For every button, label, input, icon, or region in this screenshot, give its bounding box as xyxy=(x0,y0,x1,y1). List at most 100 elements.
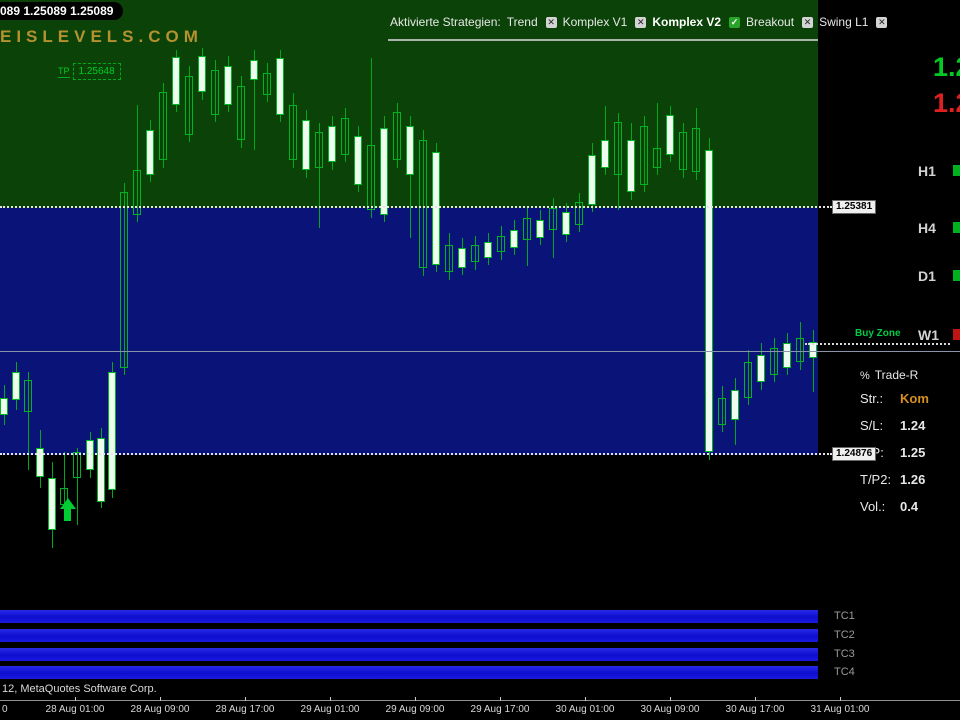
candle-wick xyxy=(618,113,619,210)
candle xyxy=(757,355,765,382)
candle xyxy=(770,348,778,375)
strategy-label: Swing L1 xyxy=(819,15,869,29)
axis-label: 28 Aug 01:00 xyxy=(45,704,105,715)
candle xyxy=(640,126,648,185)
candle xyxy=(133,170,141,215)
candle-wick xyxy=(189,66,190,142)
axis-tick xyxy=(840,697,841,701)
candle xyxy=(367,145,375,210)
candle xyxy=(783,343,791,368)
tc-bar-label: TC3 xyxy=(834,648,855,660)
candle xyxy=(666,115,674,155)
strategy-checkbox[interactable]: ✕ xyxy=(802,16,814,28)
ask-quote: 1.2 xyxy=(933,52,960,82)
candle-wick xyxy=(319,123,320,228)
tc-bar xyxy=(0,648,818,661)
candle xyxy=(588,155,596,205)
candle xyxy=(406,126,414,175)
candle xyxy=(108,372,116,490)
trade-row-value: Kom xyxy=(900,391,929,406)
candle xyxy=(159,92,167,160)
trade-row-value: 1.26 xyxy=(900,472,926,487)
candle-wick xyxy=(124,183,125,375)
strategy-checkbox[interactable]: ✕ xyxy=(545,16,557,28)
candle-wick xyxy=(657,103,658,175)
candle xyxy=(302,120,310,170)
candle-wick xyxy=(254,50,255,150)
strategy-checkbox[interactable]: ✓ xyxy=(729,16,741,28)
candle-wick xyxy=(64,452,65,512)
trade-panel-title: Trade-R xyxy=(874,368,919,382)
timeframe-indicator xyxy=(953,222,960,233)
candle xyxy=(73,452,81,478)
trade-row-label: Vol.: xyxy=(860,499,886,514)
tc-bar-label: TC4 xyxy=(834,666,855,678)
axis-label: 28 Aug 09:00 xyxy=(130,704,190,715)
candle xyxy=(601,140,609,168)
strategies-bar: Aktivierte Strategien: Trend ✕ Komplex V1 ✕… xyxy=(390,15,888,29)
bid-quote: 1.2 xyxy=(933,88,960,118)
trade-panel-icon: % xyxy=(860,370,870,382)
buy-arrow-stem xyxy=(64,509,71,521)
axis-label: 30 Aug 09:00 xyxy=(640,704,700,715)
axis-tick xyxy=(415,697,416,701)
candle-wick xyxy=(475,236,476,270)
candle xyxy=(211,70,219,115)
candle xyxy=(328,126,336,162)
price-tag: 1.24876 xyxy=(832,447,877,461)
candle xyxy=(0,398,8,415)
candle-wick xyxy=(813,330,814,392)
trade-row-value: 1.25 xyxy=(900,445,926,460)
candle xyxy=(36,448,44,477)
timeframe-label-w1: W1 xyxy=(918,327,939,343)
candle xyxy=(445,245,453,272)
candle-wick xyxy=(345,108,346,162)
strategy-label: Trend xyxy=(506,15,538,29)
trade-row: S/L: 1.24 xyxy=(860,418,960,433)
candle xyxy=(315,132,323,168)
buy-zone-dotted-line xyxy=(805,343,950,345)
axis-tick xyxy=(245,697,246,701)
candle-wick xyxy=(267,63,268,102)
axis-label: 31 Aug 01:00 xyxy=(810,704,870,715)
axis-tick xyxy=(670,697,671,701)
candle-wick xyxy=(397,103,398,168)
buy-arrow-icon xyxy=(60,498,76,509)
strategy-checkbox[interactable]: ✕ xyxy=(635,16,647,28)
candle-wick xyxy=(683,123,684,178)
axis-tick xyxy=(500,697,501,701)
candle-wick xyxy=(527,206,528,266)
candle-wick xyxy=(800,322,801,370)
candle xyxy=(627,140,635,192)
strategy-checkbox[interactable]: ✕ xyxy=(876,16,888,28)
candle xyxy=(341,118,349,155)
candle xyxy=(679,132,687,170)
strategy-label: Breakout xyxy=(746,15,795,29)
candle xyxy=(809,342,817,358)
candle xyxy=(48,478,56,530)
candle xyxy=(393,112,401,160)
candle xyxy=(237,86,245,140)
trade-row-label: S/L: xyxy=(860,418,884,433)
candle xyxy=(24,380,32,412)
candle xyxy=(692,128,700,172)
candle-wick xyxy=(501,226,502,260)
strategy-label: Komplex V2 xyxy=(652,15,722,29)
trade-row-value: 0.4 xyxy=(900,499,919,514)
candle xyxy=(549,208,557,230)
candle xyxy=(354,136,362,185)
candle xyxy=(12,372,20,400)
candle xyxy=(432,152,440,265)
candle xyxy=(562,212,570,235)
tp-value-box: 1.25648 xyxy=(72,63,121,80)
candle xyxy=(146,130,154,175)
watermark-text: EISLEVELS.COM xyxy=(0,27,203,46)
candle xyxy=(198,56,206,92)
timeframe-label-h4: H4 xyxy=(918,220,936,236)
timeframe-indicator xyxy=(953,329,960,340)
tp-label: TP xyxy=(58,65,70,78)
trade-row-value: 1.24 xyxy=(900,418,926,433)
tc-bar-label: TC1 xyxy=(834,610,855,622)
